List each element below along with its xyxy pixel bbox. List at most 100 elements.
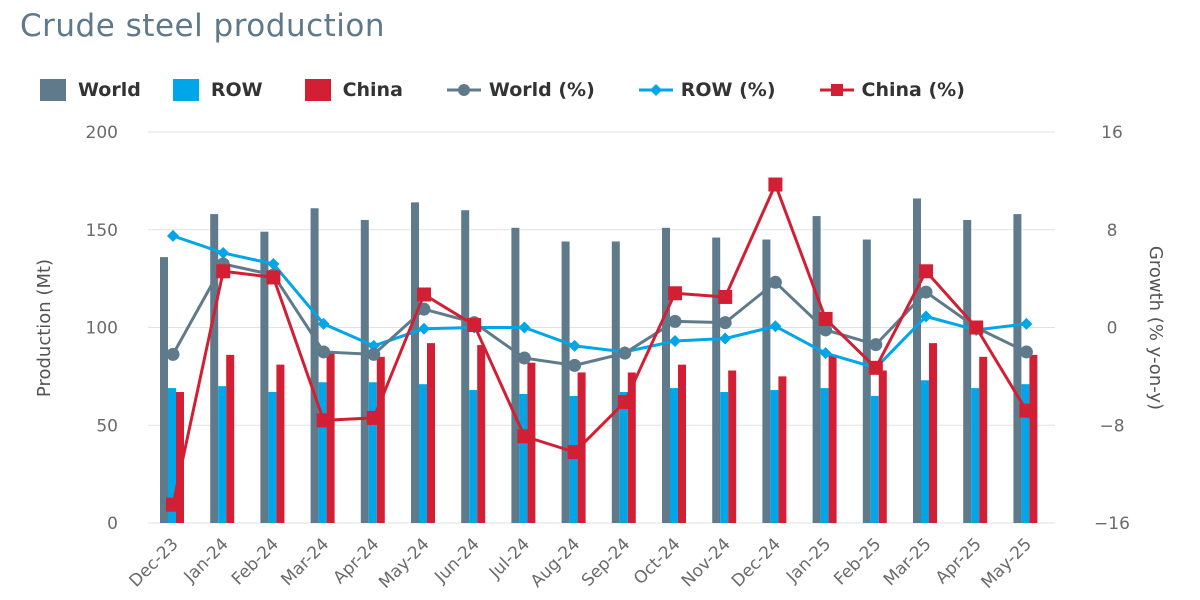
marker-china-jul-24	[517, 429, 532, 444]
marker-china-may-25	[1019, 403, 1034, 418]
marker-row-oct-24	[669, 334, 681, 347]
marker-china-apr-25	[969, 320, 984, 335]
bar-row-dec-24	[770, 390, 779, 523]
bar-china-feb-24	[276, 364, 285, 523]
bar-world-apr-24	[360, 219, 369, 523]
marker-world-apr-24	[367, 347, 381, 361]
y2-tick-label: −8	[1099, 416, 1124, 436]
y2-tick-label: −16	[1094, 514, 1130, 534]
bar-china-dec-23	[176, 392, 184, 523]
bar-world-nov-24	[712, 237, 721, 523]
marker-china-oct-24	[668, 286, 682, 301]
x-tick-label: Dec-23	[125, 534, 182, 591]
x-tick-label: Nov-24	[678, 534, 735, 591]
bar-china-jan-24	[226, 354, 235, 523]
marker-row-dec-23	[167, 229, 179, 242]
line-china	[171, 183, 1028, 505]
marker-china-aug-24	[567, 445, 582, 460]
marker-china-nov-24	[718, 289, 733, 304]
x-tick-label: May-24	[375, 534, 433, 592]
bar-row-jan-25	[820, 388, 829, 523]
legend-item-world[interactable]: World	[40, 79, 141, 101]
bar-row-may-24	[419, 384, 427, 523]
line-world	[171, 262, 1028, 367]
bar-world-feb-25	[862, 239, 871, 523]
bar-row-mar-25	[921, 380, 929, 523]
x-tick-label: Dec-24	[728, 534, 785, 591]
marker-row-may-25	[1020, 317, 1033, 330]
marker-world-nov-24	[718, 316, 732, 330]
bar-row-may-25	[1021, 384, 1030, 523]
line-row	[172, 234, 1027, 370]
marker-row-may-24	[418, 322, 430, 335]
marker-china-dec-24	[768, 177, 783, 192]
marker-china-mar-25	[919, 264, 933, 279]
marker-china-dec-23	[166, 497, 180, 512]
legend-item-row[interactable]: ROW	[172, 79, 263, 101]
marker-world-dec-23	[166, 347, 180, 361]
x-tick-label: Feb-25	[830, 534, 885, 589]
marker-china-feb-24	[266, 270, 281, 285]
y-axis-title: Production (Mt)	[34, 259, 55, 397]
bar-row-mar-24	[318, 382, 327, 523]
marker-world-jul-24	[517, 351, 531, 365]
marker-world-sep-24	[618, 346, 632, 360]
x-tick-label: Jun-24	[430, 534, 483, 587]
marker-world-aug-24	[568, 358, 582, 372]
legend-swatch-world	[40, 79, 66, 101]
marker-world-dec-24	[768, 275, 782, 289]
bar-china-jan-25	[828, 354, 837, 523]
bar-world-oct-24	[662, 227, 670, 524]
bar-world-dec-24	[762, 239, 771, 523]
marker-china-jun-24	[467, 318, 482, 333]
bar-china-feb-25	[878, 370, 887, 523]
bar-row-oct-24	[670, 388, 678, 523]
bar-china-nov-24	[728, 370, 737, 523]
marker-world-feb-25	[869, 338, 883, 352]
bar-world-apr-25	[963, 219, 972, 523]
bar-world-mar-25	[913, 198, 921, 523]
x-tick-label: Jul-24	[485, 534, 534, 583]
marker-china-mar-24	[316, 413, 331, 428]
legend-label-china: China	[342, 79, 403, 101]
bar-world-jan-25	[812, 216, 821, 523]
marker-row-feb-24	[267, 257, 280, 270]
x-tick-label: May-25	[978, 534, 1036, 592]
legend-item-row-pct[interactable]: ROW (%)	[638, 79, 776, 101]
legend-item-china-pct[interactable]: China (%)	[819, 79, 965, 101]
bar-row-apr-25	[971, 388, 980, 523]
x-tick-label: Jan-24	[180, 534, 233, 587]
x-tick-label: Jan-25	[782, 534, 835, 587]
x-tick-label: Oct-24	[630, 534, 685, 589]
marker-row-jul-24	[518, 321, 531, 334]
x-tick-label: Aug-24	[527, 534, 584, 591]
bar-china-dec-24	[778, 376, 787, 523]
y-tick-label: 0	[107, 514, 118, 534]
x-tick-label: Sep-24	[578, 534, 634, 590]
y2-tick-label: 0	[1107, 319, 1118, 339]
y2-tick-label: 8	[1107, 221, 1118, 241]
bar-row-dec-23	[168, 388, 176, 523]
legend-label-world: World	[78, 79, 141, 101]
bar-row-jun-24	[469, 390, 478, 523]
bar-row-feb-24	[268, 392, 277, 523]
legend-item-china[interactable]: China	[304, 79, 403, 101]
bar-world-may-25	[1013, 214, 1022, 524]
legend-item-world-pct[interactable]: World (%)	[446, 79, 595, 101]
marker-world-may-25	[1019, 345, 1033, 359]
marker-row-dec-24	[769, 320, 782, 333]
x-tick-label: Mar-25	[880, 534, 936, 590]
bar-china-sep-24	[627, 372, 636, 523]
marker-world-mar-25	[919, 285, 933, 299]
bar-row-nov-24	[720, 392, 729, 523]
bar-china-apr-24	[376, 356, 385, 523]
bar-world-sep-24	[611, 241, 620, 524]
marker-row-jan-25	[819, 347, 832, 360]
bar-world-aug-24	[561, 241, 570, 524]
legend-label-world-pct: World (%)	[488, 79, 595, 101]
bar-row-aug-24	[569, 395, 578, 523]
marker-world-mar-24	[317, 345, 331, 359]
bar-world-may-24	[411, 202, 419, 523]
y2-tick-label: 16	[1101, 123, 1123, 143]
bar-china-oct-24	[678, 364, 686, 523]
